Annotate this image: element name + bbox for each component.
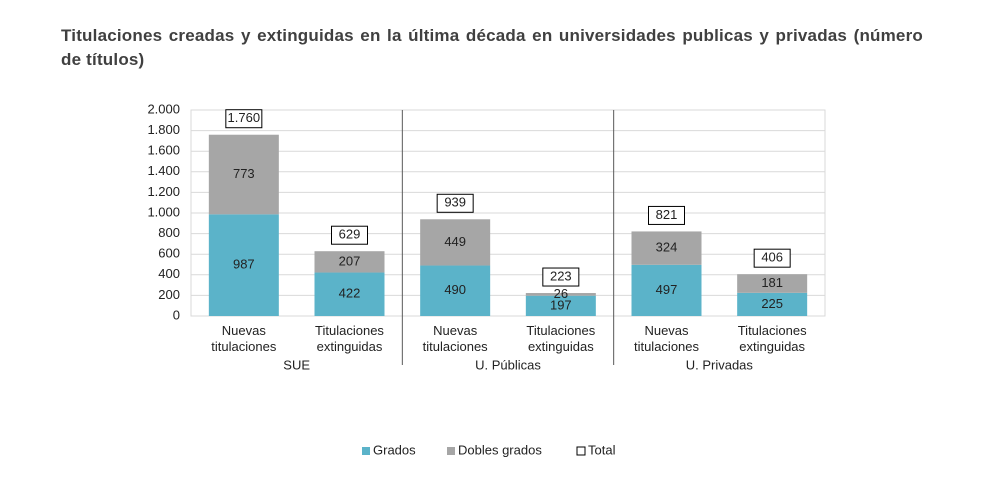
total-box: [225, 109, 263, 129]
group-label: U. Privadas: [686, 357, 754, 372]
total-box: [753, 248, 791, 268]
total-label: 406: [761, 250, 783, 265]
bar-segment: [737, 292, 808, 316]
bar-segment: [208, 214, 279, 316]
value-label: 490: [444, 282, 466, 297]
value-label: 26: [554, 286, 568, 301]
legend-swatch: [576, 446, 586, 456]
y-tick-label: 1.600: [147, 143, 180, 158]
total-label: 629: [339, 227, 361, 242]
bar-segment: [631, 264, 702, 316]
bar-segment: [420, 265, 491, 316]
bar-segment: [737, 274, 808, 293]
y-tick-label: 1.000: [147, 204, 180, 219]
x-tick-label: Titulaciones extinguidas: [738, 323, 807, 354]
x-tick-label: Titulaciones extinguidas: [315, 323, 384, 354]
legend-swatch: [362, 447, 370, 455]
value-label: 197: [550, 297, 572, 312]
value-label: 773: [233, 166, 255, 181]
total-label: 223: [550, 268, 572, 283]
bar-segment: [314, 272, 385, 316]
total-label: 939: [444, 195, 466, 210]
chart-title: Titulaciones creadas y extinguidas en la…: [61, 26, 923, 69]
total-box: [436, 193, 474, 213]
value-label: 497: [656, 282, 678, 297]
y-tick-label: 1.800: [147, 122, 180, 137]
bar-segment: [208, 134, 279, 215]
x-tick-label: Nuevas titulaciones: [634, 323, 700, 354]
x-tick-label: Nuevas titulaciones: [211, 323, 277, 354]
total-box: [331, 225, 368, 245]
total-box: [542, 267, 580, 287]
y-tick-label: 1.400: [147, 163, 180, 178]
y-tick-label: 0: [173, 307, 180, 322]
bar-segment: [525, 293, 596, 296]
legend-label: Dobles grados: [458, 442, 542, 457]
bar-segment: [525, 295, 596, 316]
x-tick-label: Titulaciones extinguidas: [526, 323, 595, 354]
bar-segment: [631, 231, 702, 265]
value-label: 181: [761, 275, 783, 290]
legend-swatch: [447, 447, 455, 455]
total-label: 1.760: [228, 110, 261, 125]
total-box: [648, 205, 685, 225]
group-label: U. Públicas: [475, 357, 541, 372]
value-label: 207: [339, 253, 361, 268]
y-tick-label: 600: [158, 246, 180, 261]
y-tick-label: 200: [158, 287, 180, 302]
total-label: 821: [656, 207, 678, 222]
legend-label: Total: [588, 442, 616, 457]
y-tick-label: 2.000: [147, 101, 180, 116]
value-label: 449: [444, 234, 466, 249]
y-tick-label: 400: [158, 266, 180, 281]
value-label: 987: [233, 257, 255, 272]
x-tick-label: Nuevas titulaciones: [423, 323, 489, 354]
value-label: 422: [339, 286, 361, 301]
bar-segment: [314, 251, 385, 273]
value-label: 324: [656, 240, 678, 255]
group-label: SUE: [283, 357, 310, 372]
bar-segment: [420, 219, 491, 266]
y-tick-label: 800: [158, 225, 180, 240]
y-tick-label: 1.200: [147, 184, 180, 199]
legend-label: Grados: [373, 442, 416, 457]
value-label: 225: [761, 296, 783, 311]
